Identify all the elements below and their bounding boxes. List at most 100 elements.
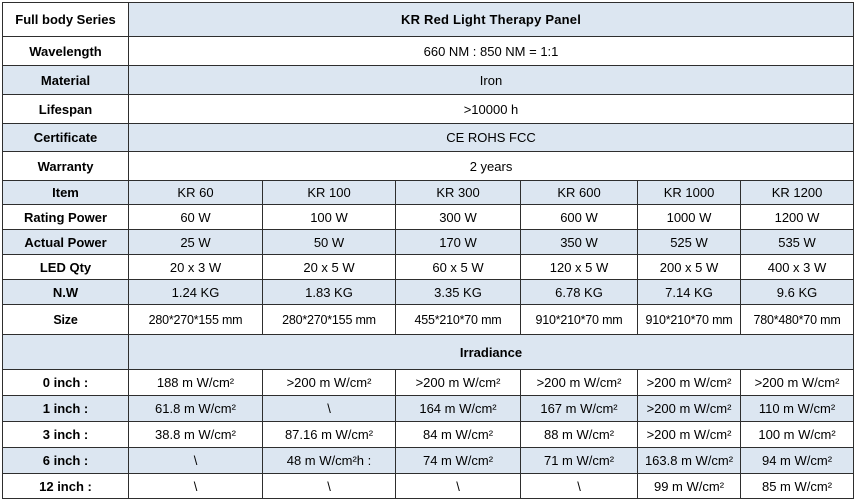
row-label: Size bbox=[2, 304, 129, 335]
cell-value: 50 W bbox=[262, 229, 396, 255]
model-row-led-qty: LED Qty 20 x 3 W 20 x 5 W 60 x 5 W 120 x… bbox=[2, 254, 855, 280]
spec-value: CE ROHS FCC bbox=[127, 123, 855, 152]
irradiance-row-1inch: 1 inch : 61.8 m W/cm² \ 164 m W/cm² 167 … bbox=[2, 395, 855, 422]
model-column-header: KR 1200 bbox=[739, 180, 855, 205]
model-column-header: KR 100 bbox=[262, 180, 396, 205]
cell-value: \ bbox=[520, 473, 638, 499]
cell-value: 110 m W/cm² bbox=[739, 395, 855, 422]
cell-value: 61.8 m W/cm² bbox=[128, 395, 263, 422]
spec-value: >10000 h bbox=[127, 94, 855, 124]
cell-value: 780*480*70 mm bbox=[739, 304, 855, 335]
cell-value: 20 x 3 W bbox=[128, 254, 263, 280]
cell-value: 455*210*70 mm bbox=[395, 304, 521, 335]
model-row-actual-power: Actual Power 25 W 50 W 170 W 350 W 525 W… bbox=[2, 229, 855, 255]
cell-value: 100 W bbox=[262, 204, 396, 230]
cell-value: 60 x 5 W bbox=[395, 254, 521, 280]
spec-label: Certificate bbox=[2, 123, 129, 152]
row-label: 3 inch : bbox=[2, 421, 129, 448]
model-row-rating-power: Rating Power 60 W 100 W 300 W 600 W 1000… bbox=[2, 204, 855, 230]
cell-value: 20 x 5 W bbox=[262, 254, 396, 280]
cell-value: 200 x 5 W bbox=[637, 254, 741, 280]
cell-value: 84 m W/cm² bbox=[395, 421, 521, 448]
cell-value: 167 m W/cm² bbox=[520, 395, 638, 422]
cell-value: >200 m W/cm² bbox=[262, 369, 396, 396]
cell-value: 85 m W/cm² bbox=[739, 473, 855, 499]
model-row-size: Size 280*270*155 mm 280*270*155 mm 455*2… bbox=[2, 304, 855, 335]
cell-value: 48 m W/cm²h : bbox=[262, 447, 396, 474]
cell-value: >200 m W/cm² bbox=[520, 369, 638, 396]
item-label: Item bbox=[2, 180, 129, 205]
spec-value: Iron bbox=[127, 65, 855, 95]
cell-value: 1000 W bbox=[637, 204, 741, 230]
model-header-row: Item KR 60 KR 100 KR 300 KR 600 KR 1000 … bbox=[2, 180, 855, 205]
cell-value: 163.8 m W/cm² bbox=[637, 447, 741, 474]
row-label: 12 inch : bbox=[2, 473, 129, 499]
cell-value: 400 x 3 W bbox=[739, 254, 855, 280]
cell-value: 350 W bbox=[520, 229, 638, 255]
cell-value: \ bbox=[128, 447, 263, 474]
spec-row-lifespan: Lifespan >10000 h bbox=[2, 94, 855, 124]
irradiance-label-spacer bbox=[2, 334, 129, 370]
cell-value: 1.83 KG bbox=[262, 279, 396, 305]
cell-value: 120 x 5 W bbox=[520, 254, 638, 280]
model-column-header: KR 60 bbox=[128, 180, 263, 205]
cell-value: 74 m W/cm² bbox=[395, 447, 521, 474]
cell-value: 280*270*155 mm bbox=[128, 304, 263, 335]
spec-row-certificate: Certificate CE ROHS FCC bbox=[2, 123, 855, 152]
cell-value: 170 W bbox=[395, 229, 521, 255]
cell-value: \ bbox=[262, 395, 396, 422]
spec-value: 2 years bbox=[127, 151, 855, 181]
irradiance-section-title: Irradiance bbox=[127, 334, 855, 370]
row-label: Rating Power bbox=[2, 204, 129, 230]
cell-value: 535 W bbox=[739, 229, 855, 255]
row-label: LED Qty bbox=[2, 254, 129, 280]
cell-value: 1200 W bbox=[739, 204, 855, 230]
row-label: 0 inch : bbox=[2, 369, 129, 396]
irradiance-header-row: Irradiance bbox=[2, 334, 855, 370]
cell-value: 910*210*70 mm bbox=[520, 304, 638, 335]
cell-value: 88 m W/cm² bbox=[520, 421, 638, 448]
cell-value: 910*210*70 mm bbox=[637, 304, 741, 335]
cell-value: >200 m W/cm² bbox=[637, 369, 741, 396]
page-title: KR Red Light Therapy Panel bbox=[127, 2, 855, 37]
cell-value: 94 m W/cm² bbox=[739, 447, 855, 474]
spec-row-warranty: Warranty 2 years bbox=[2, 151, 855, 181]
cell-value: 525 W bbox=[637, 229, 741, 255]
title-row: Full body Series KR Red Light Therapy Pa… bbox=[2, 2, 855, 37]
irradiance-row-0inch: 0 inch : 188 m W/cm² >200 m W/cm² >200 m… bbox=[2, 369, 855, 396]
cell-value: 9.6 KG bbox=[739, 279, 855, 305]
cell-value: 3.35 KG bbox=[395, 279, 521, 305]
model-column-header: KR 300 bbox=[395, 180, 521, 205]
spec-label: Warranty bbox=[2, 151, 129, 181]
cell-value: \ bbox=[128, 473, 263, 499]
spec-row-material: Material Iron bbox=[2, 65, 855, 95]
spec-row-wavelength: Wavelength 660 NM : 850 NM = 1:1 bbox=[2, 36, 855, 66]
cell-value: 60 W bbox=[128, 204, 263, 230]
cell-value: 7.14 KG bbox=[637, 279, 741, 305]
row-label: N.W bbox=[2, 279, 129, 305]
cell-value: >200 m W/cm² bbox=[637, 395, 741, 422]
cell-value: 188 m W/cm² bbox=[128, 369, 263, 396]
model-column-header: KR 1000 bbox=[637, 180, 741, 205]
spec-label: Wavelength bbox=[2, 36, 129, 66]
cell-value: 600 W bbox=[520, 204, 638, 230]
spec-value: 660 NM : 850 NM = 1:1 bbox=[127, 36, 855, 66]
cell-value: 1.24 KG bbox=[128, 279, 263, 305]
cell-value: >200 m W/cm² bbox=[637, 421, 741, 448]
irradiance-row-12inch: 12 inch : \ \ \ \ 99 m W/cm² 85 m W/cm² bbox=[2, 473, 855, 499]
cell-value: 38.8 m W/cm² bbox=[128, 421, 263, 448]
cell-value: >200 m W/cm² bbox=[395, 369, 521, 396]
cell-value: 25 W bbox=[128, 229, 263, 255]
model-row-net-weight: N.W 1.24 KG 1.83 KG 3.35 KG 6.78 KG 7.14… bbox=[2, 279, 855, 305]
cell-value: 280*270*155 mm bbox=[262, 304, 396, 335]
series-label: Full body Series bbox=[2, 2, 129, 37]
cell-value: \ bbox=[262, 473, 396, 499]
spec-label: Material bbox=[2, 65, 129, 95]
cell-value: 87.16 m W/cm² bbox=[262, 421, 396, 448]
row-label: Actual Power bbox=[2, 229, 129, 255]
row-label: 1 inch : bbox=[2, 395, 129, 422]
spec-label: Lifespan bbox=[2, 94, 129, 124]
row-label: 6 inch : bbox=[2, 447, 129, 474]
cell-value: 99 m W/cm² bbox=[637, 473, 741, 499]
